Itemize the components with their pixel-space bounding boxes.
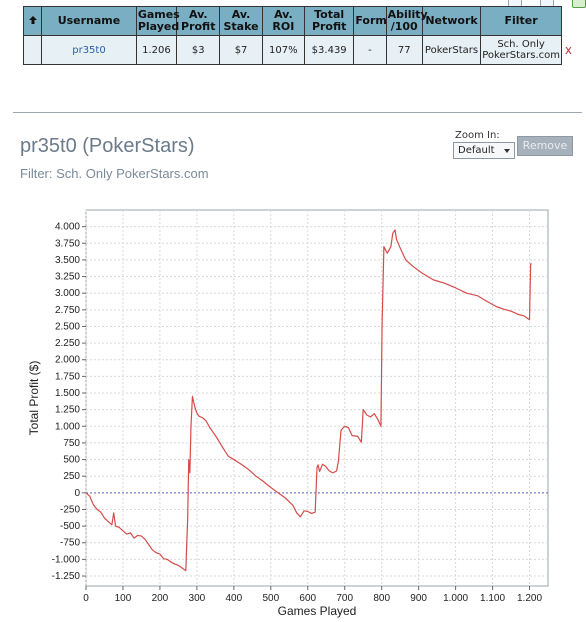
- y-tick-label: 2.750: [55, 305, 80, 316]
- chart-title: pr35t0 (PokerStars): [20, 135, 195, 157]
- y-tick-label: 250: [63, 471, 80, 482]
- x-axis-label: Games Played: [278, 604, 357, 618]
- section-divider: [13, 112, 582, 113]
- x-tick-label: 900: [410, 593, 427, 604]
- ability-header[interactable]: Ability /100: [385, 6, 428, 36]
- y-tick-label: 2.250: [55, 338, 80, 349]
- x-tick-label: 1.000: [443, 593, 468, 604]
- y-tick-label: 0: [74, 488, 80, 499]
- games-played-cell: 1.206: [135, 35, 178, 65]
- x-tick-label: 800: [373, 593, 390, 604]
- games-played-header[interactable]: Games Played: [135, 6, 180, 36]
- av-roi-cell: 107%: [261, 35, 306, 65]
- zoom-label: Zoom In:: [455, 130, 500, 141]
- total-profit-header[interactable]: Total Profit: [303, 6, 355, 36]
- av-profit-cell: $3: [176, 35, 221, 65]
- x-tick-label: 300: [189, 593, 206, 604]
- network-cell: PokerStars: [421, 35, 482, 65]
- zoom-select-value: Default: [458, 145, 495, 156]
- filter-header[interactable]: Filter: [480, 6, 562, 36]
- profit-chart: 0 100 200 300 400 500 600 700 800 900 1.000 1.100 1.…: [27, 209, 549, 618]
- x-tick-label: 100: [115, 593, 132, 604]
- remove-button[interactable]: Remove: [517, 136, 573, 156]
- username-link[interactable]: pr35t0: [72, 44, 106, 56]
- up-arrow-icon: [28, 15, 37, 24]
- remove-cell[interactable]: x: [561, 36, 573, 65]
- ability-cell: 77: [385, 35, 423, 65]
- x-tick-label: 1.100: [480, 593, 505, 604]
- zoom-select[interactable]: Default: [453, 142, 515, 159]
- y-tick-label: 2.500: [55, 321, 80, 332]
- table-header-row: Username Games Played Av. Profit Av. Sta…: [22, 6, 574, 36]
- total-profit-cell: $3.439: [303, 35, 355, 65]
- profit-series-line: [85, 229, 532, 572]
- x-tick-label: 600: [299, 593, 316, 604]
- player-stats-table: Username Games Played Av. Profit Av. Sta…: [22, 6, 574, 65]
- username-header[interactable]: Username: [41, 6, 137, 36]
- x-tick-label: 700: [336, 593, 353, 604]
- row-spacer: [22, 35, 43, 65]
- sort-header[interactable]: [22, 6, 43, 36]
- chart-filter-text: Filter: Sch. Only PokerStars.com: [20, 166, 209, 181]
- av-roi-header[interactable]: Av. ROI: [261, 6, 306, 36]
- x-tick-label: 400: [225, 593, 242, 604]
- y-tick-label: 1.250: [55, 405, 80, 416]
- y-tick-label: 1.000: [55, 421, 80, 432]
- y-tick-label: -1.250: [52, 571, 81, 582]
- remove-header-spacer: [561, 7, 573, 36]
- table-row: pr35t0 1.206 $3 $7 107% $3.439 - 77 Poke…: [22, 35, 574, 65]
- y-tick-label: 3.500: [55, 255, 80, 266]
- y-tick-label: 4.000: [55, 222, 80, 233]
- y-tick-label: -250: [60, 504, 80, 515]
- y-axis-label: Total Profit ($): [27, 361, 41, 436]
- x-tick-label: 0: [83, 593, 89, 604]
- av-stake-header[interactable]: Av. Stake: [219, 6, 263, 36]
- filter-cell: Sch. Only PokerStars.com: [480, 35, 562, 65]
- y-tick-label: 500: [63, 455, 80, 466]
- y-tick-label: -1.000: [52, 554, 81, 565]
- x-tick-label: 1.200: [517, 593, 542, 604]
- x-tick-label: 200: [152, 593, 169, 604]
- y-tick-label: 1.750: [55, 371, 80, 382]
- av-stake-cell: $7: [219, 35, 263, 65]
- form-header[interactable]: Form: [353, 6, 387, 36]
- profit-chart-container: 0 100 200 300 400 500 600 700 800 900 1.000 1.100 1.…: [20, 200, 560, 620]
- y-tick-label: 2.000: [55, 355, 80, 366]
- refresh-icon[interactable]: [572, 0, 586, 8]
- username-cell[interactable]: pr35t0: [41, 35, 137, 65]
- y-tick-label: 3.250: [55, 272, 80, 283]
- network-header[interactable]: Network: [421, 6, 482, 36]
- plot-area: [85, 209, 549, 587]
- y-tick-label: -750: [60, 538, 80, 549]
- chevron-down-icon: [504, 149, 510, 153]
- y-tick-label: 3.000: [55, 288, 80, 299]
- form-cell: -: [353, 35, 387, 65]
- y-tick-label: 3.750: [55, 238, 80, 249]
- remove-player-button[interactable]: x: [564, 42, 572, 57]
- y-tick-label: -500: [60, 521, 80, 532]
- y-tick-label: 750: [63, 438, 80, 449]
- x-tick-label: 500: [262, 593, 279, 604]
- y-tick-label: 1.500: [55, 388, 80, 399]
- av-profit-header[interactable]: Av. Profit: [176, 6, 221, 36]
